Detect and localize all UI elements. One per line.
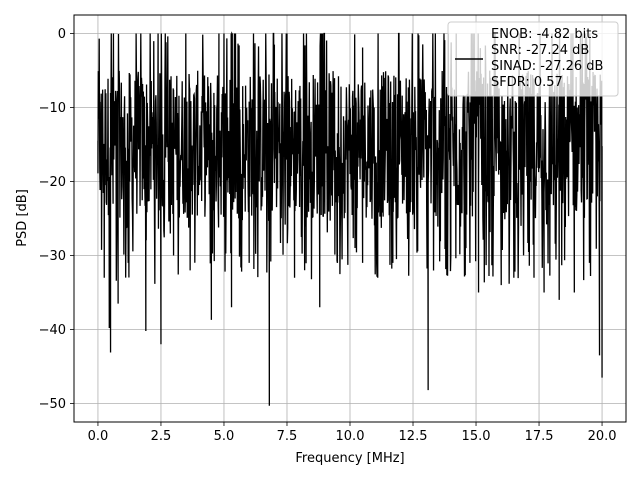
x-tick-label: 7.5 <box>277 429 298 444</box>
x-tick-label: 5.0 <box>214 429 235 444</box>
legend-box <box>447 21 619 97</box>
y-tick-label: −10 <box>39 101 66 116</box>
psd-series-line <box>97 31 603 406</box>
x-tick-label: 2.5 <box>151 429 172 444</box>
x-tick-label: 17.5 <box>525 429 554 444</box>
y-tick-label: −20 <box>39 175 66 190</box>
legend-label-line: SINAD: -27.26 dB <box>491 59 603 74</box>
x-tick-label: 10.0 <box>336 429 365 444</box>
legend-label-line: SFDR: 0.57 <box>491 75 563 90</box>
legend-label: ENOB: -4.82 bits SNR: -27.24 dB SINAD: -27… <box>491 27 603 90</box>
legend: ENOB: -4.82 bits SNR: -27.24 dB SINAD: -27… <box>447 21 619 97</box>
y-tick-label: −40 <box>39 323 66 338</box>
y-tick-label: −30 <box>39 249 66 264</box>
x-axis-label: Frequency [MHz] <box>295 451 404 466</box>
x-tick-label: 12.5 <box>399 429 428 444</box>
y-tick-label: −50 <box>39 397 66 412</box>
series-group <box>97 31 603 406</box>
x-tick-label: 20.0 <box>588 429 617 444</box>
legend-label-line: SNR: -27.24 dB <box>491 43 589 58</box>
y-axis-ticks: 0 −10 −20 −30 −40 −50 <box>39 27 74 412</box>
y-axis-label: PSD [dB] <box>15 189 30 247</box>
y-tick-label: 0 <box>58 27 66 42</box>
x-tick-label: 0.0 <box>88 429 109 444</box>
legend-label-line: ENOB: -4.82 bits <box>491 27 598 42</box>
x-tick-label: 15.0 <box>462 429 491 444</box>
x-axis-ticks: 0.0 2.5 5.0 7.5 10.0 12.5 15.0 17.5 20.0 <box>88 422 617 444</box>
